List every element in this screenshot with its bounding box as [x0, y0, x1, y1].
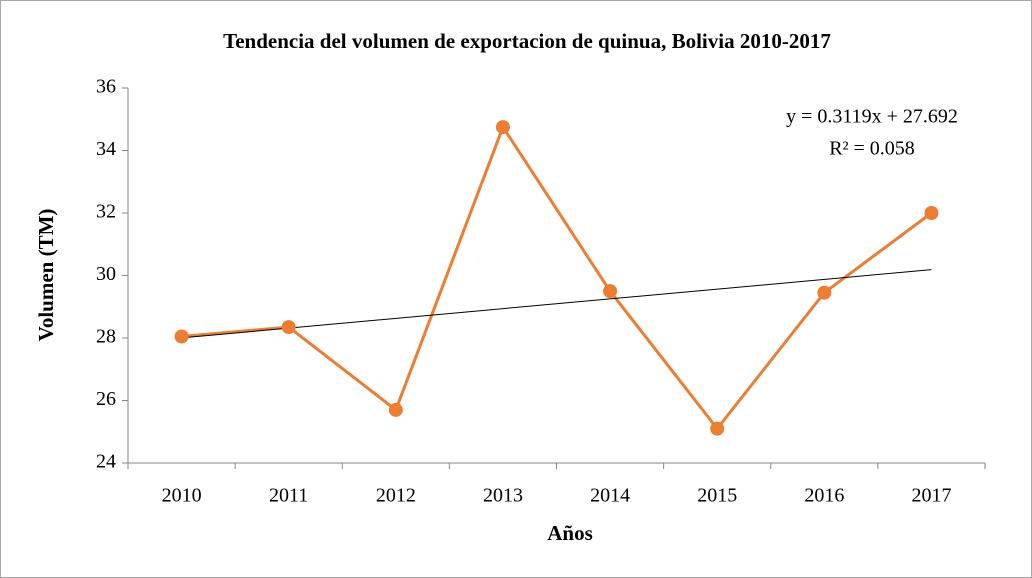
- x-axis-label: Años: [547, 521, 593, 545]
- x-tick-label: 2010: [162, 485, 202, 507]
- y-tick-label: 32: [96, 201, 116, 223]
- y-tick-label: 28: [96, 326, 116, 348]
- x-tick-label: 2012: [376, 485, 416, 507]
- data-point: [281, 320, 296, 335]
- data-point: [495, 120, 510, 135]
- x-tick-label: 2011: [269, 485, 308, 507]
- y-tick-label: 36: [96, 76, 116, 98]
- x-tick-label: 2014: [590, 485, 630, 507]
- y-tick-label: 26: [96, 388, 116, 410]
- data-line: [181, 123, 933, 432]
- y-axis-label: Volumen (TM): [34, 209, 58, 342]
- data-point: [174, 329, 189, 344]
- chart-title: Tendencia del volumen de exportacion de …: [223, 29, 831, 53]
- y-tick-label: 34: [96, 138, 116, 160]
- y-tick-label: 24: [96, 451, 116, 473]
- x-tick-label: 2017: [911, 485, 951, 507]
- trendline: [181, 269, 932, 339]
- x-tick-label: 2016: [804, 485, 844, 507]
- trendline-r2: R² = 0.058: [829, 138, 915, 160]
- y-tick-label: 30: [96, 263, 116, 285]
- x-tick-label: 2013: [483, 485, 523, 507]
- data-point: [817, 285, 832, 300]
- data-point: [603, 284, 618, 299]
- trendline-equation: y = 0.3119x + 27.692: [786, 106, 958, 128]
- data-point: [388, 402, 403, 417]
- data-point: [710, 421, 725, 436]
- data-point: [924, 206, 939, 220]
- x-tick-label: 2015: [697, 485, 737, 507]
